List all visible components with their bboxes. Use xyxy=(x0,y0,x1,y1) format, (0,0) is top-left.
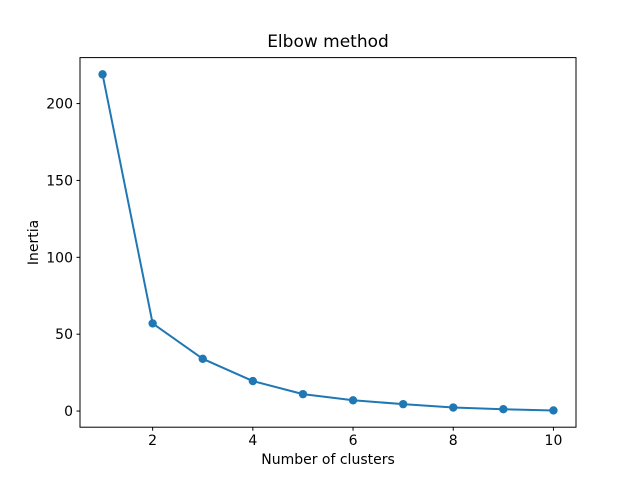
y-tick-label: 50 xyxy=(55,327,73,343)
data-point-marker xyxy=(449,403,458,412)
data-point-marker xyxy=(98,70,107,79)
data-point-marker xyxy=(499,405,508,414)
y-axis-label: Inertia xyxy=(26,220,42,265)
data-point-marker xyxy=(398,399,408,409)
y-tick-label: 0 xyxy=(64,404,73,420)
inertia-line xyxy=(101,74,554,412)
x-tick-label: 6 xyxy=(349,433,358,449)
data-point-marker xyxy=(148,319,157,328)
data-point-marker xyxy=(248,376,258,386)
data-point-marker xyxy=(549,406,558,415)
y-tick-label: 100 xyxy=(46,250,73,266)
x-tick-label: 10 xyxy=(545,433,563,449)
x-tick-label: 8 xyxy=(449,433,458,449)
x-axis-label: Number of clusters xyxy=(261,452,395,468)
data-point-marker xyxy=(348,396,358,405)
y-tick-label: 200 xyxy=(46,97,73,113)
data-point-marker xyxy=(198,354,207,363)
x-tick-label: 2 xyxy=(148,433,157,449)
chart-title: Elbow method xyxy=(267,32,389,52)
y-tick-label: 150 xyxy=(46,173,73,189)
plot-area-spines xyxy=(79,57,577,428)
x-tick-label: 4 xyxy=(248,433,257,449)
line-series xyxy=(98,70,558,415)
data-point-marker xyxy=(298,389,308,399)
